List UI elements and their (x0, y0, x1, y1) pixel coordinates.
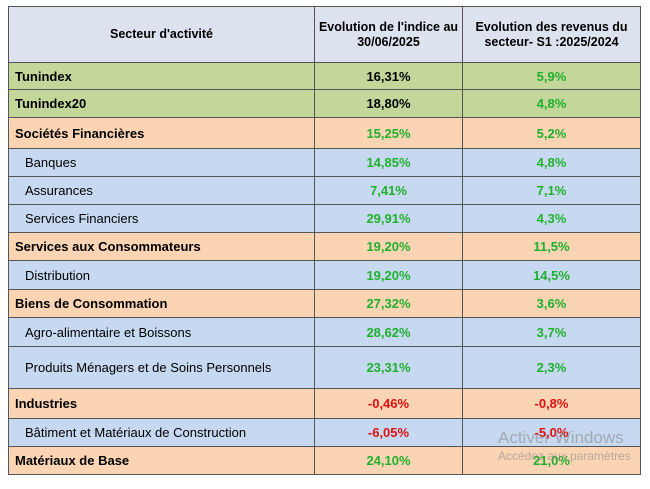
table-row: Biens de Consommation 27,32% 3,6% (8, 289, 641, 318)
row-index-value: 24,10% (314, 446, 463, 475)
row-label: Distribution (8, 260, 315, 290)
row-label: Sociétés Financières (8, 117, 315, 149)
header-revenue-evolution: Evolution des revenus du secteur- S1 :20… (462, 6, 641, 63)
row-revenue-value: 4,8% (462, 89, 641, 118)
header-index-evolution: Evolution de l'indice au 30/06/2025 (314, 6, 463, 63)
row-index-value: 19,20% (314, 232, 463, 261)
table-row: Produits Ménagers et de Soins Personnels… (8, 346, 641, 389)
table-row: Tunindex 16,31% 5,9% (8, 62, 641, 90)
row-revenue-value: 14,5% (462, 260, 641, 290)
row-revenue-value: 4,8% (462, 148, 641, 177)
row-index-value: 28,62% (314, 317, 463, 347)
row-index-value: 29,91% (314, 204, 463, 233)
row-label: Matériaux de Base (8, 446, 315, 475)
row-index-value: 18,80% (314, 89, 463, 118)
table-row: Agro-alimentaire et Boissons 28,62% 3,7% (8, 317, 641, 347)
row-label: Tunindex20 (8, 89, 315, 118)
header-sector: Secteur d'activité (8, 6, 315, 63)
row-label: Services Financiers (8, 204, 315, 233)
table-header-row: Secteur d'activité Evolution de l'indice… (8, 6, 641, 63)
row-revenue-value: 2,3% (462, 346, 641, 389)
row-index-value: 7,41% (314, 176, 463, 205)
row-revenue-value: 7,1% (462, 176, 641, 205)
row-index-value: 16,31% (314, 62, 463, 90)
row-revenue-value: -5,0% (462, 418, 641, 447)
row-revenue-value: 11,5% (462, 232, 641, 261)
row-label: Bâtiment et Matériaux de Construction (8, 418, 315, 447)
row-revenue-value: 5,9% (462, 62, 641, 90)
row-index-value: 19,20% (314, 260, 463, 290)
row-revenue-value: 3,6% (462, 289, 641, 318)
row-revenue-value: 5,2% (462, 117, 641, 149)
table-row: Bâtiment et Matériaux de Construction -6… (8, 418, 641, 447)
table-row: Matériaux de Base 24,10% 21,0% (8, 446, 641, 475)
row-label: Industries (8, 388, 315, 419)
table-row: Industries -0,46% -0,8% (8, 388, 641, 419)
row-label: Biens de Consommation (8, 289, 315, 318)
row-index-value: 23,31% (314, 346, 463, 389)
row-index-value: 27,32% (314, 289, 463, 318)
row-index-value: -0,46% (314, 388, 463, 419)
row-index-value: -6,05% (314, 418, 463, 447)
sector-performance-table: Secteur d'activité Evolution de l'indice… (8, 6, 641, 475)
table-row: Services aux Consommateurs 19,20% 11,5% (8, 232, 641, 261)
table-row: Assurances 7,41% 7,1% (8, 176, 641, 205)
row-revenue-value: -0,8% (462, 388, 641, 419)
row-label: Banques (8, 148, 315, 177)
table-row: Distribution 19,20% 14,5% (8, 260, 641, 290)
row-label: Agro-alimentaire et Boissons (8, 317, 315, 347)
table-row: Services Financiers 29,91% 4,3% (8, 204, 641, 233)
row-label: Assurances (8, 176, 315, 205)
row-index-value: 14,85% (314, 148, 463, 177)
table-row: Tunindex20 18,80% 4,8% (8, 89, 641, 118)
row-label: Tunindex (8, 62, 315, 90)
row-revenue-value: 3,7% (462, 317, 641, 347)
row-index-value: 15,25% (314, 117, 463, 149)
table-row: Sociétés Financières 15,25% 5,2% (8, 117, 641, 149)
row-revenue-value: 4,3% (462, 204, 641, 233)
row-label: Services aux Consommateurs (8, 232, 315, 261)
row-label: Produits Ménagers et de Soins Personnels (8, 346, 315, 389)
row-revenue-value: 21,0% (462, 446, 641, 475)
table-row: Banques 14,85% 4,8% (8, 148, 641, 177)
